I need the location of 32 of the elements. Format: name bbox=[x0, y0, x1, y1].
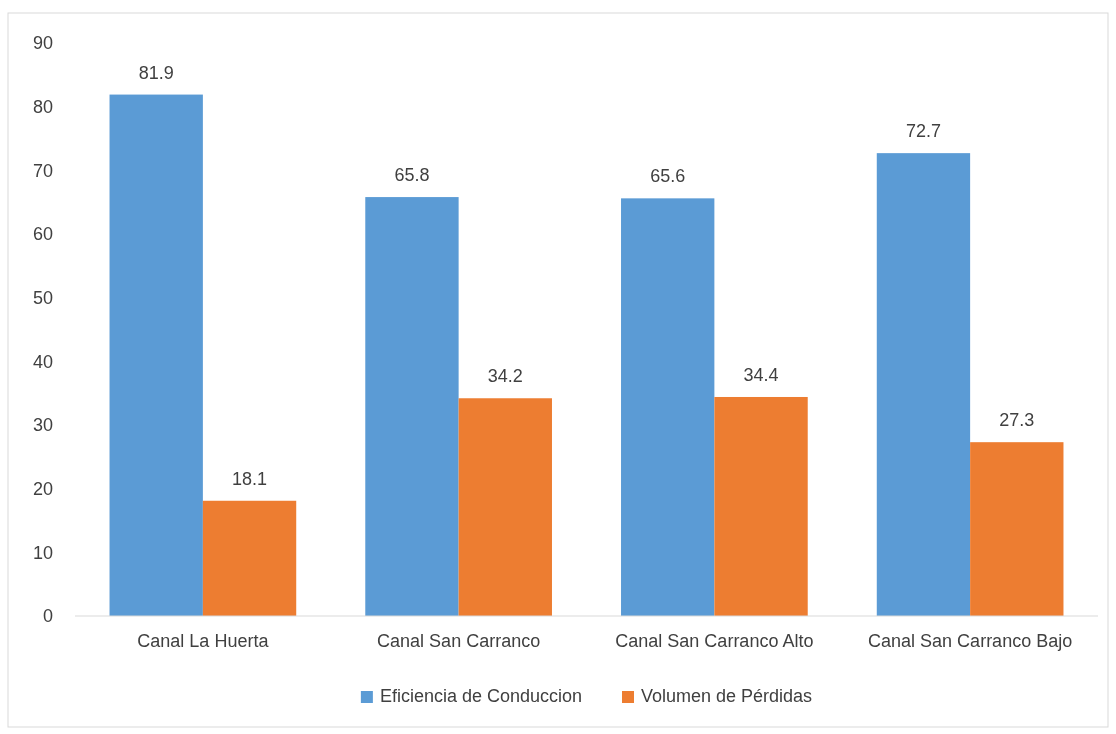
data-label: 18.1 bbox=[232, 468, 268, 489]
data-label: 27.3 bbox=[999, 410, 1035, 431]
bar bbox=[458, 398, 552, 616]
x-tick-label: Canal San Carranco Alto bbox=[615, 630, 814, 651]
data-label: 34.4 bbox=[743, 364, 779, 385]
x-tick-label: Canal San Carranco bbox=[377, 630, 541, 651]
data-label: 34.2 bbox=[487, 366, 523, 387]
y-tick-label: 60 bbox=[32, 224, 53, 245]
bar bbox=[202, 500, 297, 616]
bar bbox=[876, 153, 971, 616]
x-tick-label: Canal San Carranco Bajo bbox=[868, 630, 1073, 651]
y-tick-label: 20 bbox=[32, 478, 53, 499]
y-tick-label: 90 bbox=[32, 33, 53, 54]
y-tick-label: 40 bbox=[32, 351, 53, 372]
y-tick-label: 30 bbox=[32, 415, 53, 436]
y-tick-label: 50 bbox=[32, 287, 53, 308]
legend-label: Eficiencia de Conduccion bbox=[379, 686, 582, 706]
y-tick-label: 10 bbox=[32, 542, 53, 563]
x-tick-label: Canal La Huerta bbox=[137, 630, 270, 651]
y-tick-label: 0 bbox=[42, 606, 53, 627]
data-label: 72.7 bbox=[905, 121, 941, 142]
bar bbox=[109, 94, 203, 616]
data-label: 65.6 bbox=[650, 166, 686, 187]
data-label: 65.8 bbox=[394, 165, 430, 186]
bar bbox=[714, 396, 808, 616]
legend-label: Volumen de Pérdidas bbox=[641, 686, 813, 706]
y-tick-label: 80 bbox=[32, 96, 53, 117]
y-tick-label: 70 bbox=[32, 160, 53, 181]
bar bbox=[970, 442, 1064, 616]
bar bbox=[365, 197, 459, 616]
data-label: 81.9 bbox=[138, 62, 174, 83]
bar bbox=[621, 198, 715, 616]
